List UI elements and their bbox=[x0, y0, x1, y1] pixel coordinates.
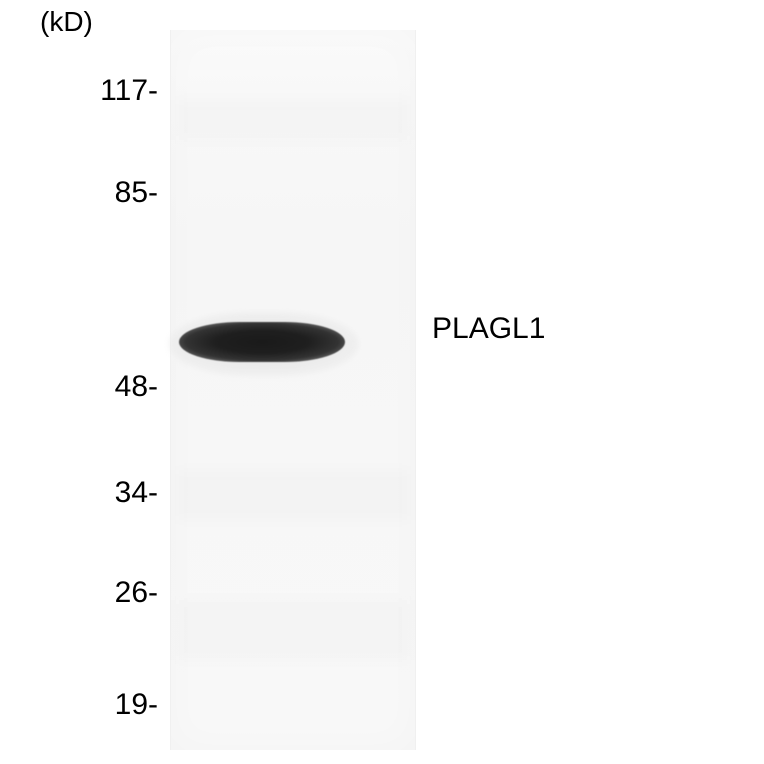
mw-tick-34: 34- bbox=[115, 476, 158, 510]
mw-tick-26: 26- bbox=[115, 576, 158, 610]
blot-lane bbox=[170, 30, 416, 750]
lane-smudge bbox=[177, 470, 409, 520]
blot-figure: (kD) 117- 85- 48- 34- 26- 19- PLAGL1 bbox=[0, 0, 764, 764]
mw-tick-48: 48- bbox=[115, 370, 158, 404]
lane-smudge bbox=[177, 600, 409, 660]
plagl1-band bbox=[179, 322, 345, 362]
mw-tick-19: 19- bbox=[115, 688, 158, 722]
plagl1-label: PLAGL1 bbox=[432, 312, 545, 346]
unit-label: (kD) bbox=[40, 6, 93, 38]
lane-smudge bbox=[177, 100, 409, 140]
mw-tick-117: 117- bbox=[100, 74, 158, 108]
mw-tick-85: 85- bbox=[115, 176, 158, 210]
